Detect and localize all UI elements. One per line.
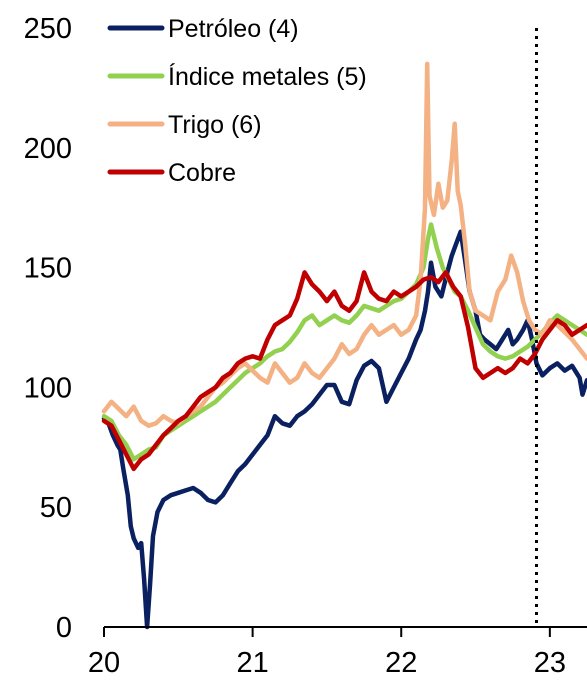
legend-item-0: Petróleo (4) [107, 15, 299, 43]
legend-label: Índice metales (5) [168, 62, 367, 91]
legend-item-2: Trigo (6) [107, 111, 262, 139]
legend-label: Petróleo (4) [168, 15, 299, 43]
y-tick-label: 100 [24, 372, 72, 404]
legend: Petróleo (4) Índice metales (5) Trigo (6) C… [107, 15, 367, 187]
y-tick-label: 50 [40, 492, 72, 524]
y-tick-label: 0 [56, 612, 72, 644]
legend-label: Cobre [168, 159, 236, 187]
axes: 20 21 22 23 0 50 100 150 200 250 [24, 13, 587, 679]
series-line-0 [101, 229, 587, 630]
series-line-3 [101, 270, 587, 472]
y-tick-label: 200 [24, 133, 72, 165]
series-layer [101, 61, 587, 630]
x-tick-label: 21 [236, 647, 268, 679]
y-tick-label: 150 [24, 253, 72, 285]
legend-item-1: Índice metales (5) [107, 62, 367, 91]
legend-item-3: Cobre [107, 159, 236, 187]
series-line-2 [101, 61, 587, 428]
y-tick-label: 250 [24, 13, 72, 45]
legend-label: Trigo (6) [168, 111, 262, 139]
x-tick-label: 20 [88, 647, 120, 679]
x-tick-label: 23 [534, 647, 566, 679]
series-line-1 [101, 222, 587, 462]
x-tick-label: 22 [385, 647, 417, 679]
